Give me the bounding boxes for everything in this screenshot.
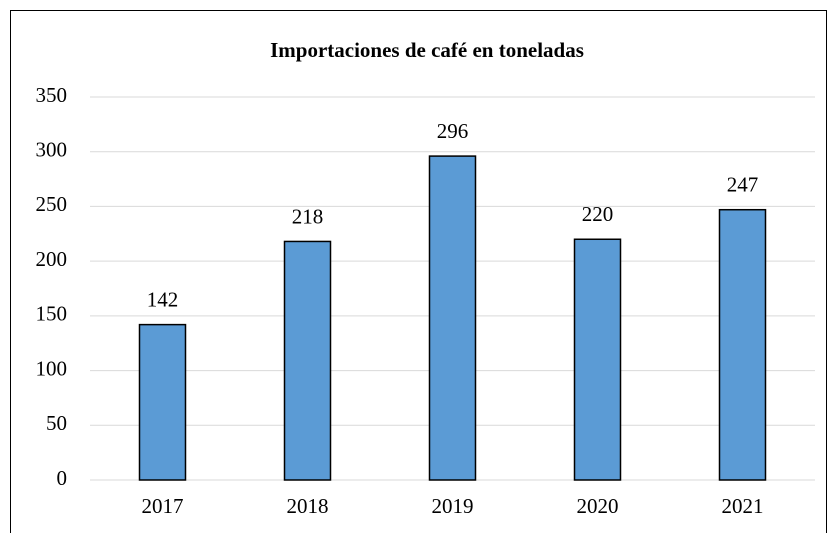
y-tick-label: 350 [36,83,68,107]
x-tick-label: 2021 [722,494,764,518]
bar [283,240,332,481]
y-tick-label: 0 [57,466,68,490]
y-tick-label: 200 [36,247,68,271]
bar [718,208,767,481]
data-label: 296 [437,119,469,143]
y-tick-label: 50 [46,411,67,435]
y-tick-label: 250 [36,192,68,216]
y-tick-label: 100 [36,356,68,380]
chart-title: Importaciones de café en toneladas [270,38,584,62]
bar [573,238,622,481]
chart-frame [10,10,827,533]
y-tick-label: 300 [36,138,68,162]
data-label: 220 [582,202,614,226]
x-tick-label: 2019 [432,494,474,518]
data-label: 247 [727,173,759,197]
data-label: 142 [147,287,179,311]
x-tick-label: 2020 [577,494,619,518]
bar [138,323,187,481]
x-tick-label: 2018 [287,494,329,518]
y-tick-label: 150 [36,302,68,326]
x-tick-label: 2017 [142,494,184,518]
data-label: 218 [292,204,324,228]
bar [428,155,477,481]
